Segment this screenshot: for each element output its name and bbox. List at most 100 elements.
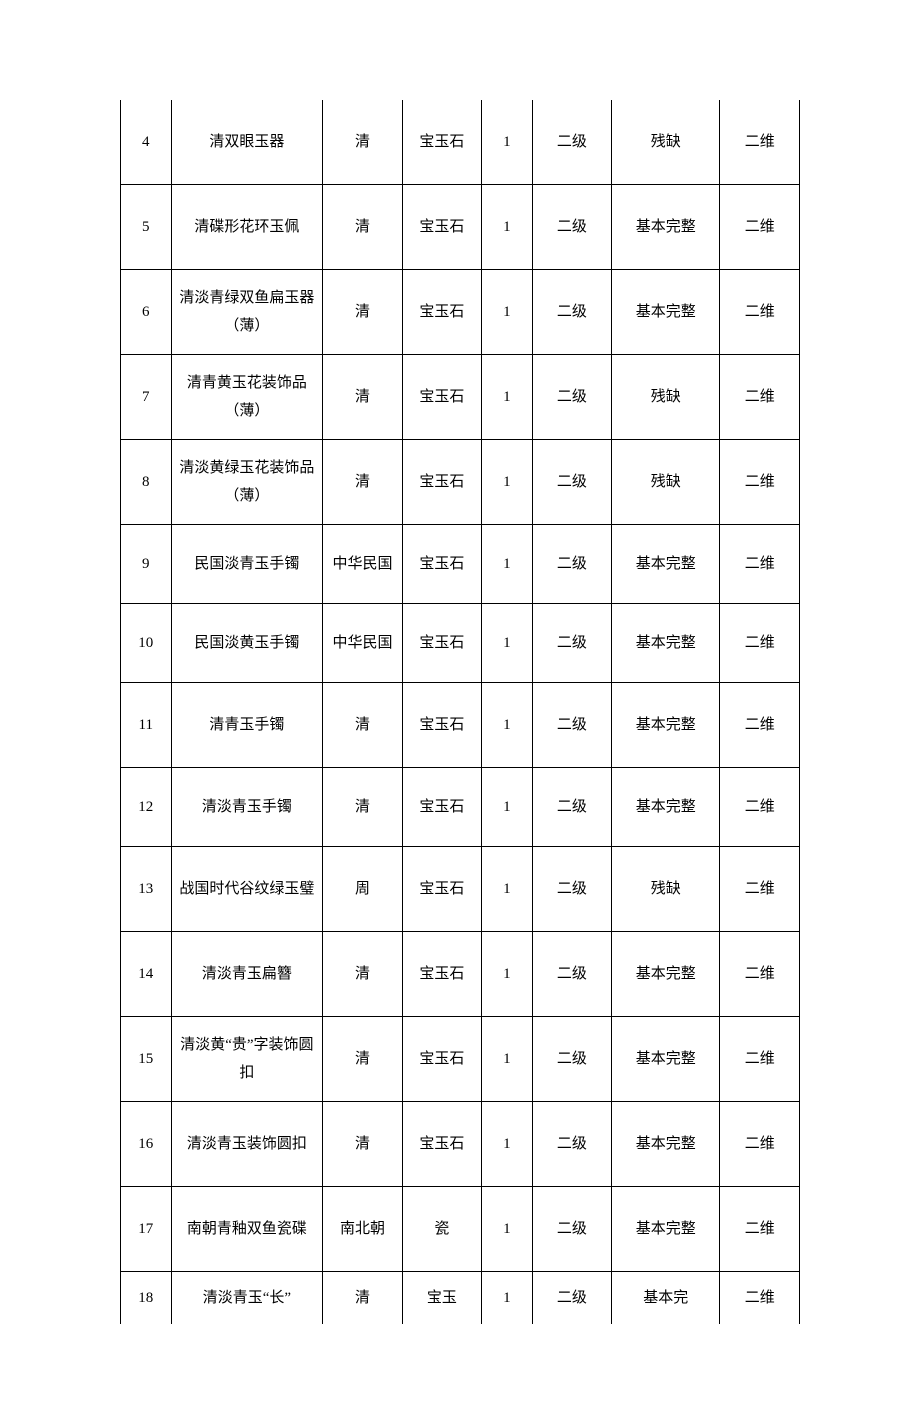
cell-index: 10 [121, 604, 172, 683]
cell-grade: 二级 [532, 440, 611, 525]
cell-dim: 二维 [720, 932, 800, 1017]
cell-grade: 二级 [532, 1017, 611, 1102]
table-row: 14清淡青玉扁簪清宝玉石1二级基本完整二维 [121, 932, 800, 1017]
cell-name: 南朝青釉双鱼瓷碟 [171, 1187, 323, 1272]
cell-qty: 1 [482, 355, 533, 440]
artifact-table: 4清双眼玉器清宝玉石1二级残缺二维5清碟形花环玉佩清宝玉石1二级基本完整二维6清… [120, 100, 800, 1324]
cell-dim: 二维 [720, 440, 800, 525]
cell-name: 清淡黄绿玉花装饰品（薄） [171, 440, 323, 525]
cell-qty: 1 [482, 1187, 533, 1272]
cell-qty: 1 [482, 1272, 533, 1325]
cell-era: 南北朝 [323, 1187, 402, 1272]
cell-era: 清 [323, 768, 402, 847]
cell-era: 清 [323, 100, 402, 185]
cell-condition: 基本完整 [612, 270, 720, 355]
cell-name: 清淡青玉扁簪 [171, 932, 323, 1017]
cell-material: 宝玉石 [402, 932, 481, 1017]
cell-material: 宝玉石 [402, 355, 481, 440]
table-row: 8清淡黄绿玉花装饰品（薄）清宝玉石1二级残缺二维 [121, 440, 800, 525]
table-row: 15清淡黄“贵”字装饰圆扣清宝玉石1二级基本完整二维 [121, 1017, 800, 1102]
cell-name: 战国时代谷纹绿玉璧 [171, 847, 323, 932]
cell-material: 宝玉石 [402, 525, 481, 604]
cell-index: 18 [121, 1272, 172, 1325]
table-row: 6清淡青绿双鱼扁玉器（薄）清宝玉石1二级基本完整二维 [121, 270, 800, 355]
cell-condition: 基本完整 [612, 185, 720, 270]
cell-qty: 1 [482, 270, 533, 355]
cell-condition: 残缺 [612, 440, 720, 525]
cell-condition: 基本完整 [612, 604, 720, 683]
cell-dim: 二维 [720, 768, 800, 847]
cell-material: 宝玉石 [402, 270, 481, 355]
cell-era: 清 [323, 185, 402, 270]
cell-condition: 基本完整 [612, 1102, 720, 1187]
cell-index: 15 [121, 1017, 172, 1102]
cell-condition: 基本完整 [612, 683, 720, 768]
cell-dim: 二维 [720, 185, 800, 270]
cell-condition: 基本完整 [612, 932, 720, 1017]
cell-condition: 残缺 [612, 100, 720, 185]
cell-dim: 二维 [720, 355, 800, 440]
cell-name: 清淡青玉“长” [171, 1272, 323, 1325]
cell-dim: 二维 [720, 683, 800, 768]
cell-dim: 二维 [720, 1187, 800, 1272]
table-row: 13战国时代谷纹绿玉璧周宝玉石1二级残缺二维 [121, 847, 800, 932]
cell-condition: 基本完整 [612, 1187, 720, 1272]
cell-grade: 二级 [532, 1187, 611, 1272]
cell-condition: 基本完 [612, 1272, 720, 1325]
cell-condition: 基本完整 [612, 525, 720, 604]
cell-era: 周 [323, 847, 402, 932]
cell-name: 清淡青玉手镯 [171, 768, 323, 847]
cell-material: 宝玉石 [402, 1102, 481, 1187]
cell-qty: 1 [482, 440, 533, 525]
cell-grade: 二级 [532, 604, 611, 683]
cell-era: 中华民国 [323, 525, 402, 604]
cell-grade: 二级 [532, 100, 611, 185]
cell-qty: 1 [482, 604, 533, 683]
cell-condition: 残缺 [612, 847, 720, 932]
cell-dim: 二维 [720, 1272, 800, 1325]
cell-index: 6 [121, 270, 172, 355]
cell-index: 11 [121, 683, 172, 768]
table-row: 10民国淡黄玉手镯中华民国宝玉石1二级基本完整二维 [121, 604, 800, 683]
cell-name: 清淡黄“贵”字装饰圆扣 [171, 1017, 323, 1102]
cell-dim: 二维 [720, 270, 800, 355]
cell-grade: 二级 [532, 847, 611, 932]
cell-era: 清 [323, 1272, 402, 1325]
cell-index: 4 [121, 100, 172, 185]
cell-dim: 二维 [720, 1102, 800, 1187]
cell-material: 宝玉石 [402, 604, 481, 683]
table-row: 4清双眼玉器清宝玉石1二级残缺二维 [121, 100, 800, 185]
cell-material: 宝玉石 [402, 1017, 481, 1102]
cell-era: 清 [323, 683, 402, 768]
cell-name: 清双眼玉器 [171, 100, 323, 185]
cell-grade: 二级 [532, 932, 611, 1017]
cell-grade: 二级 [532, 270, 611, 355]
cell-era: 清 [323, 1102, 402, 1187]
cell-index: 7 [121, 355, 172, 440]
cell-material: 宝玉石 [402, 440, 481, 525]
cell-era: 中华民国 [323, 604, 402, 683]
cell-material: 宝玉石 [402, 683, 481, 768]
cell-name: 清青黄玉花装饰品（薄） [171, 355, 323, 440]
table-row: 17南朝青釉双鱼瓷碟南北朝瓷1二级基本完整二维 [121, 1187, 800, 1272]
cell-qty: 1 [482, 1017, 533, 1102]
cell-dim: 二维 [720, 100, 800, 185]
cell-grade: 二级 [532, 1272, 611, 1325]
table-row: 7清青黄玉花装饰品（薄）清宝玉石1二级残缺二维 [121, 355, 800, 440]
cell-grade: 二级 [532, 525, 611, 604]
table-row: 12清淡青玉手镯清宝玉石1二级基本完整二维 [121, 768, 800, 847]
cell-qty: 1 [482, 683, 533, 768]
cell-qty: 1 [482, 100, 533, 185]
cell-index: 8 [121, 440, 172, 525]
cell-name: 民国淡黄玉手镯 [171, 604, 323, 683]
table-row: 16清淡青玉装饰圆扣清宝玉石1二级基本完整二维 [121, 1102, 800, 1187]
cell-dim: 二维 [720, 1017, 800, 1102]
cell-grade: 二级 [532, 355, 611, 440]
cell-name: 清碟形花环玉佩 [171, 185, 323, 270]
table-row: 18清淡青玉“长”清宝玉1二级基本完二维 [121, 1272, 800, 1325]
cell-era: 清 [323, 440, 402, 525]
cell-name: 清淡青绿双鱼扁玉器（薄） [171, 270, 323, 355]
cell-condition: 基本完整 [612, 768, 720, 847]
cell-condition: 基本完整 [612, 1017, 720, 1102]
cell-material: 宝玉 [402, 1272, 481, 1325]
